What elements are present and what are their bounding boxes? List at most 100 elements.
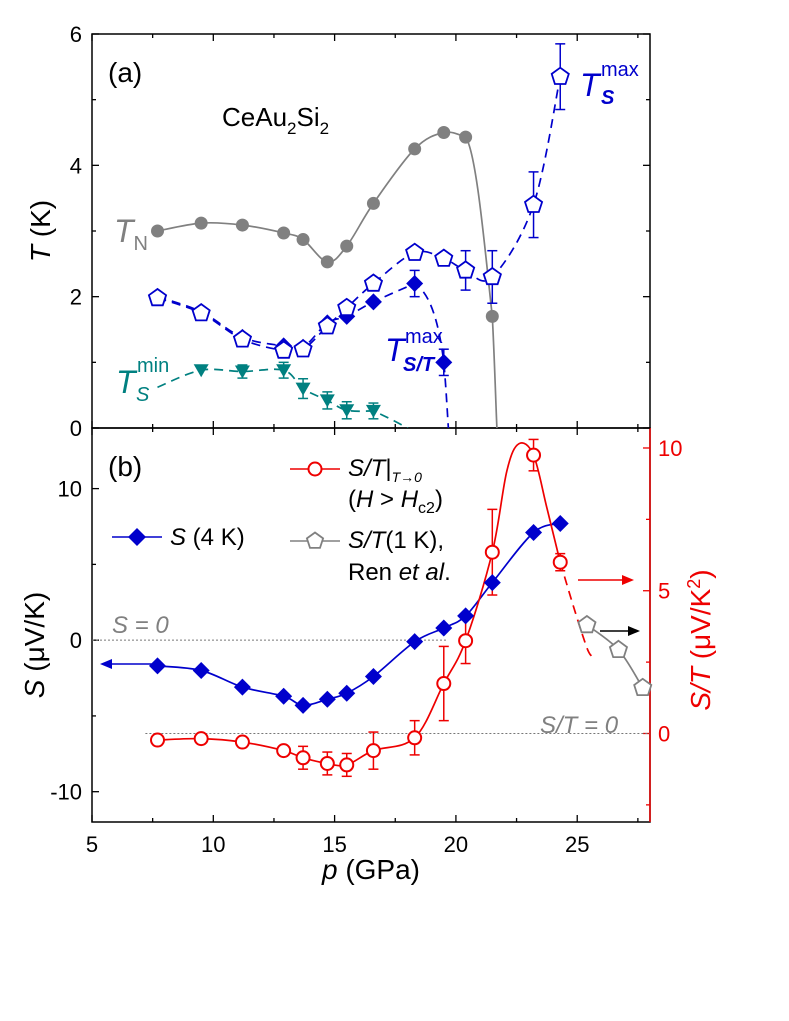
- s-4k-point: [457, 607, 475, 625]
- tst-max-series-sup: max: [405, 326, 443, 348]
- ts-max-point: [147, 287, 168, 307]
- s-4k-point: [149, 657, 167, 675]
- tst-max-point: [435, 353, 453, 371]
- st-point: [319, 755, 335, 771]
- y-tick-label-right-b: 5: [658, 579, 670, 604]
- tst-max-series-sub: S/T: [403, 354, 436, 376]
- y-tick-label-left-b: -10: [50, 780, 82, 805]
- st-point: [407, 730, 423, 746]
- st-zero-label: S/T = 0: [540, 712, 619, 739]
- s-4k-point: [483, 574, 501, 592]
- panel-a-label: (a): [108, 57, 142, 88]
- s-4k-point: [233, 678, 251, 696]
- legend-st-label-line2: (H > Hc2): [348, 486, 443, 517]
- ts-max-curve: [157, 76, 562, 353]
- x-tick-label: 10: [201, 832, 225, 857]
- s-4k-point: [406, 633, 424, 651]
- ts-max-point: [191, 302, 211, 322]
- panel-a-marks: [147, 43, 570, 420]
- tst-max-series-label: T: [385, 332, 407, 368]
- panel-a-tick-labels: 0 2 4 6: [70, 22, 82, 441]
- tn-point: [408, 142, 422, 156]
- y-axis-label-left-b: S (μV/K): [19, 592, 50, 698]
- s-4k-point: [435, 619, 453, 637]
- ts-min-point: [234, 365, 250, 379]
- tn-point: [151, 224, 165, 238]
- ts-max-series-sub: S: [601, 87, 615, 109]
- y-axis-label-left-a: T (K): [25, 200, 56, 262]
- ts-max-point: [434, 248, 454, 267]
- right-axis-arrow-black: [600, 626, 640, 636]
- s-4k-point: [318, 690, 336, 708]
- y-tick-label-left-b: 0: [70, 628, 82, 653]
- ts-min-point: [365, 404, 381, 418]
- st-point: [365, 743, 381, 759]
- legend-st-label-line1: S/T|T→0: [348, 455, 422, 485]
- tn-point: [194, 216, 208, 230]
- ren-point: [577, 614, 597, 634]
- panel-b-tick-labels: 5 10 15 20 25 -10 0 10 0 5 10: [50, 436, 682, 857]
- legend-ren-label-line1: S/T(1 K),: [348, 527, 444, 554]
- panel-b-marks: [149, 438, 653, 778]
- tn-point: [366, 196, 380, 210]
- panel-a-curves: [157, 76, 562, 428]
- s-4k-point: [275, 687, 293, 705]
- ren-point: [608, 639, 629, 658]
- y-tick-label-a: 2: [70, 285, 82, 310]
- x-tick-label: 15: [322, 832, 346, 857]
- ts-min-point: [276, 364, 292, 378]
- y-tick-label-left-b: 10: [58, 477, 82, 502]
- ts-max-point: [232, 329, 253, 348]
- y-tick-label-a: 4: [70, 153, 82, 178]
- tn-point: [296, 233, 310, 247]
- st-point: [526, 447, 542, 463]
- s-4k-point: [364, 668, 382, 686]
- tn-point: [320, 255, 334, 269]
- ts-max-point: [293, 339, 313, 358]
- tn-point: [485, 309, 499, 323]
- left-axis-arrow: [100, 659, 155, 669]
- st-point: [234, 734, 250, 750]
- ts-max-point: [274, 340, 294, 359]
- st-point: [276, 743, 292, 759]
- s-4k-point: [338, 684, 356, 702]
- y-tick-label-a: 0: [70, 416, 82, 441]
- ts-min-series-sup: min: [137, 355, 169, 377]
- st-point: [552, 554, 568, 570]
- st-point: [150, 732, 166, 748]
- st-point: [339, 757, 355, 773]
- panel-b-label: (b): [108, 451, 142, 482]
- legend-ren-label-line2: Ren et al.: [348, 559, 451, 586]
- tn-point: [437, 126, 451, 139]
- st-point: [193, 731, 209, 747]
- ts-max-point: [550, 66, 570, 85]
- x-tick-label: 5: [86, 832, 98, 857]
- x-tick-label: 20: [444, 832, 468, 857]
- y-tick-label-right-b: 0: [658, 721, 670, 746]
- ts-min-point: [319, 394, 335, 408]
- st-point: [436, 676, 452, 692]
- legend-st-marker: [307, 461, 323, 477]
- panel-a-frame: [91, 33, 651, 429]
- tn-point: [235, 218, 249, 232]
- st-point: [484, 544, 500, 560]
- ts-min-series-sub: S: [136, 384, 150, 406]
- ts-max-point: [405, 242, 425, 261]
- tst-max-point: [406, 275, 424, 293]
- s-4k-point: [294, 696, 312, 714]
- tst-max-point: [364, 293, 382, 311]
- ts-max-point: [317, 316, 337, 335]
- tn-point: [340, 239, 354, 253]
- ts-max-point: [523, 194, 544, 213]
- y-tick-label-right-b: 10: [658, 436, 682, 461]
- ts-min-point: [193, 364, 209, 378]
- tn-curve: [157, 131, 498, 428]
- s-4k-point: [192, 661, 210, 679]
- st-extrapolation: [559, 561, 593, 657]
- tn-series-label: TN: [114, 213, 148, 255]
- ren-point: [633, 677, 653, 696]
- legend-ren-marker: [305, 531, 325, 549]
- ts-min-point: [295, 382, 311, 396]
- s-zero-label: S = 0: [112, 612, 169, 639]
